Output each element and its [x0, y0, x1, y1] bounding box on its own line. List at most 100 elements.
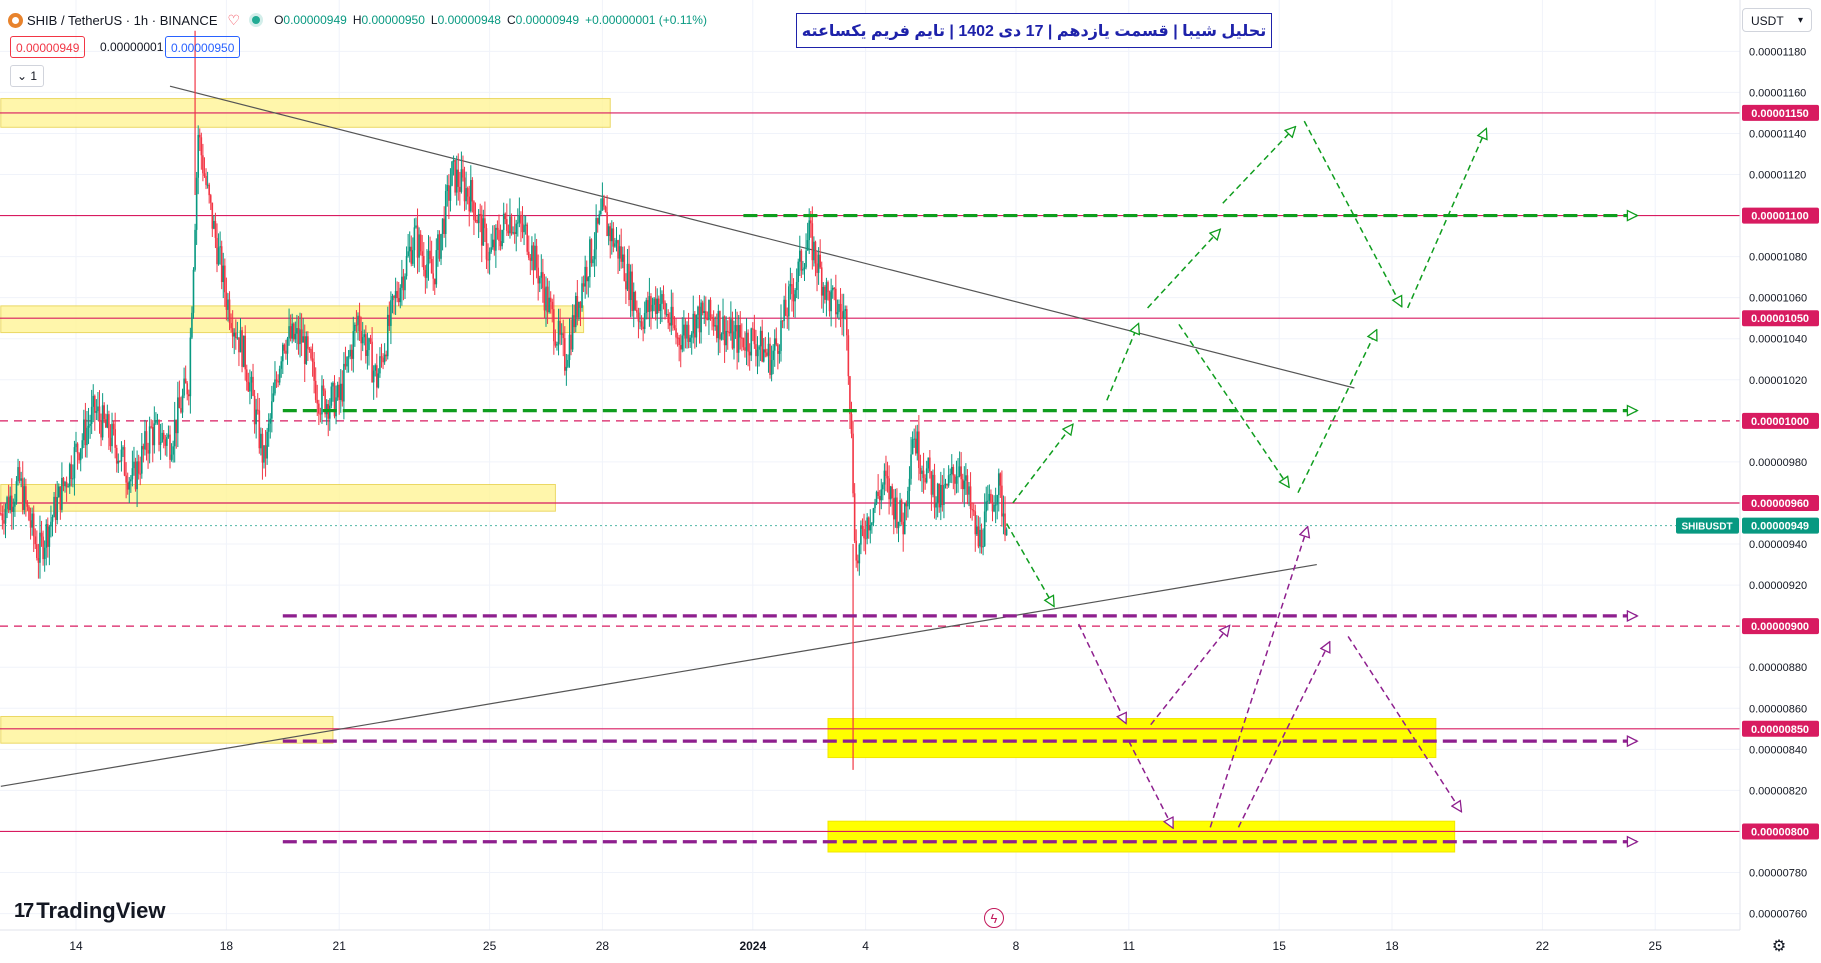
candle-body — [397, 298, 400, 303]
candle-body — [271, 401, 273, 419]
candle-body — [762, 349, 765, 362]
candle-body — [352, 331, 355, 359]
candle-body — [72, 478, 74, 480]
time-axis: 14 18 21 25 28 2024 4 8 11 15 18 22 25 — [0, 929, 1821, 963]
candle-body — [596, 218, 599, 224]
candle-body — [7, 497, 10, 511]
candle-body — [61, 477, 63, 510]
candle-body — [579, 301, 582, 308]
candle-body — [321, 385, 323, 415]
candle-body — [463, 177, 466, 202]
candle-body — [769, 343, 771, 375]
candle-body — [858, 544, 861, 564]
candle-body — [802, 268, 804, 271]
sell-button[interactable]: 0.00000949 — [10, 36, 86, 58]
level-price-label: 0.00000960 — [1751, 498, 1809, 510]
price-zone — [0, 715, 334, 744]
candle-body — [346, 356, 348, 367]
candle-body — [864, 538, 867, 540]
candle-body — [759, 330, 762, 347]
candle-body — [291, 323, 293, 339]
candle-body — [778, 351, 781, 354]
candle-body — [606, 212, 608, 237]
candle-body — [722, 316, 724, 335]
candle-body — [509, 216, 511, 234]
candle-body — [817, 254, 820, 273]
candle-body — [523, 225, 525, 233]
candle-body — [830, 290, 832, 312]
candle-body — [844, 309, 847, 311]
candle-body — [220, 246, 223, 283]
candle-body — [81, 440, 84, 449]
heart-icon[interactable]: ♡ — [227, 11, 241, 28]
gear-icon[interactable]: ⚙ — [1771, 938, 1787, 955]
candle-body — [385, 354, 387, 357]
candle-body — [313, 361, 315, 381]
candle-body — [303, 336, 306, 364]
indicators-collapse-button[interactable]: ⌄ 1 — [10, 65, 45, 87]
candle-body — [665, 313, 668, 315]
candle-body — [305, 336, 308, 364]
buy-button[interactable]: 0.00000950 — [165, 36, 241, 58]
candle-body — [247, 381, 250, 392]
candle-body — [443, 218, 445, 235]
candle-body — [357, 315, 359, 325]
candle-body — [134, 461, 137, 490]
candle-body — [885, 470, 887, 477]
price-tick-label: 0.00001120 — [1749, 170, 1806, 182]
candle-body — [266, 431, 268, 459]
candle-body — [3, 520, 5, 524]
candle-body — [507, 230, 510, 234]
candle-body — [239, 330, 242, 353]
candle-body — [189, 337, 192, 397]
candle-body — [805, 250, 807, 268]
flash-events-icon[interactable]: ϟ — [984, 908, 1004, 928]
price-tick-label: 0.00000980 — [1749, 457, 1807, 469]
candle-body — [612, 228, 615, 247]
candle-body — [57, 486, 60, 498]
time-tick-label: 25 — [483, 939, 497, 953]
candle-body — [319, 413, 322, 415]
currency-select[interactable]: USDT ▾ — [1742, 8, 1812, 32]
candle-body — [137, 461, 140, 474]
candle-body — [45, 524, 48, 548]
candle-body — [465, 188, 467, 202]
candle-body — [905, 503, 908, 507]
level-price-label: 0.00000800 — [1751, 826, 1809, 838]
candle-body — [67, 486, 69, 488]
candle-body — [697, 306, 699, 316]
candle-body — [347, 356, 350, 358]
candle-body — [706, 318, 709, 321]
candle-body — [62, 477, 65, 487]
candle-body — [752, 328, 754, 330]
trendline — [169, 85, 1355, 389]
symbol-title[interactable]: SHIB / TetherUS · 1h · BINANCE — [27, 12, 218, 28]
candle-body — [546, 286, 549, 313]
candle-body — [86, 427, 88, 446]
candle-body — [518, 215, 521, 223]
candle-body — [532, 245, 535, 271]
candle-body — [324, 390, 326, 415]
tradingview-logo[interactable]: 17 TradingView — [14, 898, 165, 924]
candle-body — [433, 278, 436, 285]
candle-body — [850, 414, 853, 434]
candle-body — [670, 306, 673, 326]
candle-body — [233, 332, 236, 337]
time-tick-label: 14 — [69, 939, 83, 953]
candle-body — [659, 304, 662, 312]
candle-body — [557, 320, 560, 344]
candle-body — [197, 134, 199, 178]
candle-body — [643, 312, 646, 330]
candle-body — [631, 271, 633, 311]
candle-body — [128, 481, 131, 490]
candle-body — [966, 475, 969, 495]
market-status-dot-icon — [252, 16, 261, 24]
candle-body — [730, 319, 732, 334]
candle-body — [43, 547, 46, 560]
candle-body — [0, 513, 2, 515]
time-tick-label: 28 — [596, 939, 610, 953]
candle-body — [354, 324, 356, 332]
candle-body — [994, 504, 997, 506]
ohlc-close: C0.00000949 — [506, 13, 580, 27]
